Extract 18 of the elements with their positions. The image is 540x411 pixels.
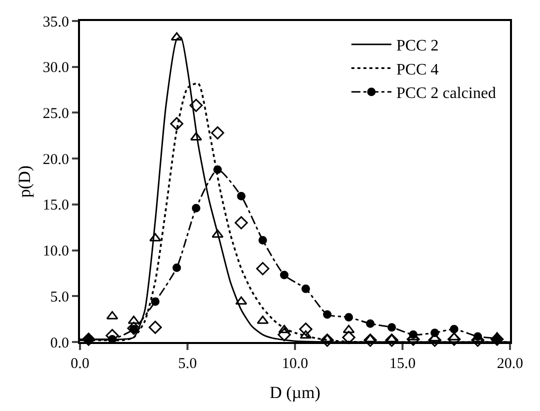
x-axis-title: D (µm)	[270, 382, 320, 402]
y-axis-title: p(D)	[14, 165, 34, 198]
x-tick-label: 5.0	[178, 356, 197, 372]
y-tick-label: 10.0	[42, 244, 69, 260]
legend-label: PCC 4	[396, 61, 439, 78]
legend-label: PCC 2	[396, 38, 439, 55]
y-tick-label: 25.0	[42, 106, 69, 122]
y-tick-label: 20.0	[42, 152, 69, 168]
y-tick-label: 0.0	[50, 335, 69, 352]
y-tick-label: 15.0	[42, 198, 69, 214]
x-tick-label: 20.0	[496, 356, 524, 372]
x-tick-label: 0.0	[70, 356, 90, 372]
x-tick-label: 10.0	[282, 356, 308, 372]
y-tick-label: 35.0	[42, 14, 69, 30]
y-tick-label: 30.0	[42, 60, 69, 76]
y-tick-label: 5.0	[50, 289, 69, 306]
legend-label: PCC 2 calcined	[396, 85, 496, 102]
x-tick-label: 15.0	[389, 356, 416, 372]
